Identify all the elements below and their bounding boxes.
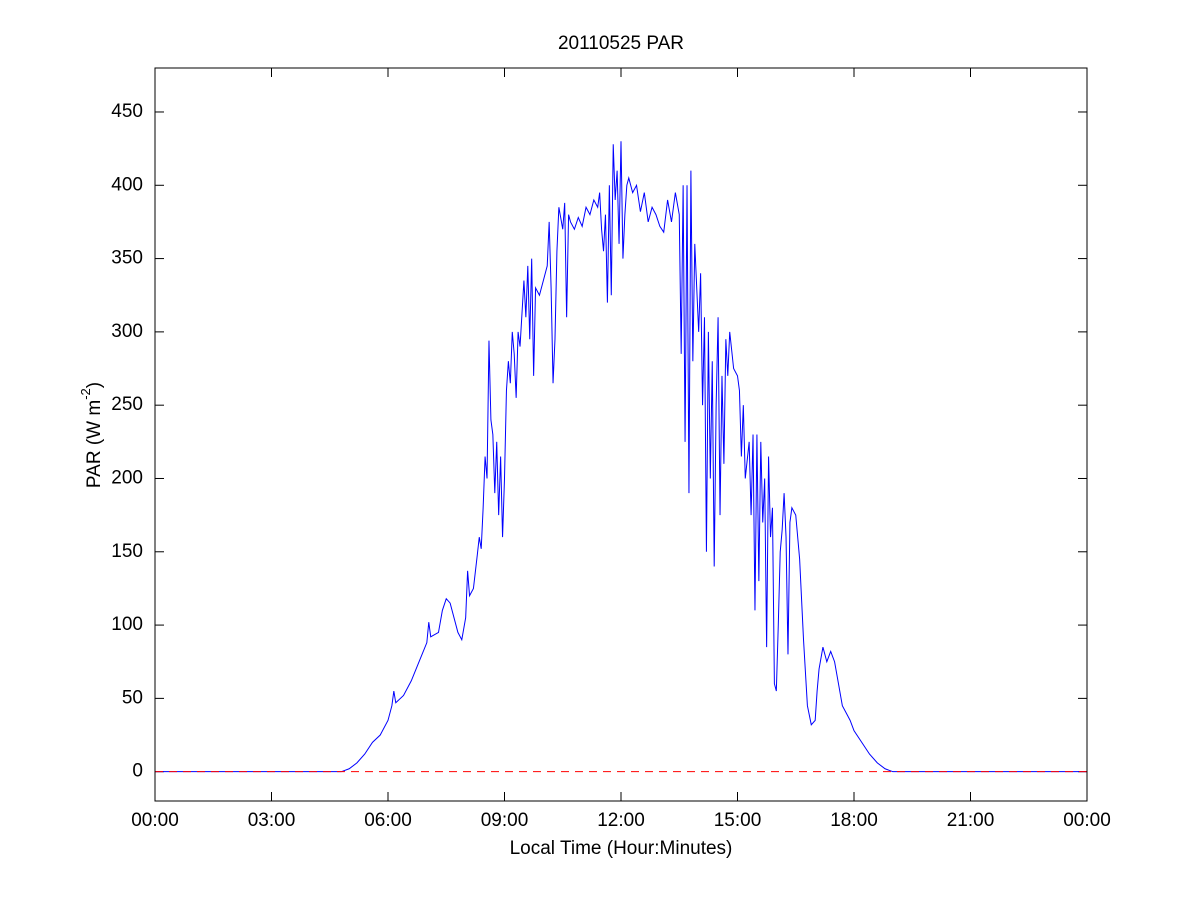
x-tick-label: 12:00 [597,810,645,831]
x-tick-label: 18:00 [830,810,878,831]
y-tick-label: 50 [122,687,143,708]
y-tick-label: 350 [111,248,143,269]
y-axis-label-suffix: ) [84,382,105,388]
y-tick-label: 0 [132,761,143,782]
y-tick-label: 200 [111,467,143,488]
x-tick-label: 03:00 [248,810,296,831]
x-tick-label: 00:00 [131,810,179,831]
chart-title: 20110525 PAR [558,33,684,54]
x-tick-label: 00:00 [1063,810,1111,831]
y-axis-label-text: PAR (W m [84,400,105,488]
x-tick-label: 15:00 [714,810,762,831]
y-tick-label: 250 [111,394,143,415]
y-tick-label: 150 [111,541,143,562]
y-tick-label: 300 [111,321,143,342]
y-axis-label-superscript: -2 [78,388,93,400]
y-axis-label: PAR (W m-2) [78,382,105,488]
y-tick-label: 100 [111,614,143,635]
x-tick-label: 06:00 [364,810,412,831]
y-tick-label: 450 [111,101,143,122]
x-tick-label: 21:00 [947,810,995,831]
data-line [155,141,1087,773]
x-axis-label: Local Time (Hour:Minutes) [510,838,733,859]
plot-frame [154,67,1088,802]
x-tick-label: 09:00 [481,810,529,831]
y-tick-label: 400 [111,174,143,195]
